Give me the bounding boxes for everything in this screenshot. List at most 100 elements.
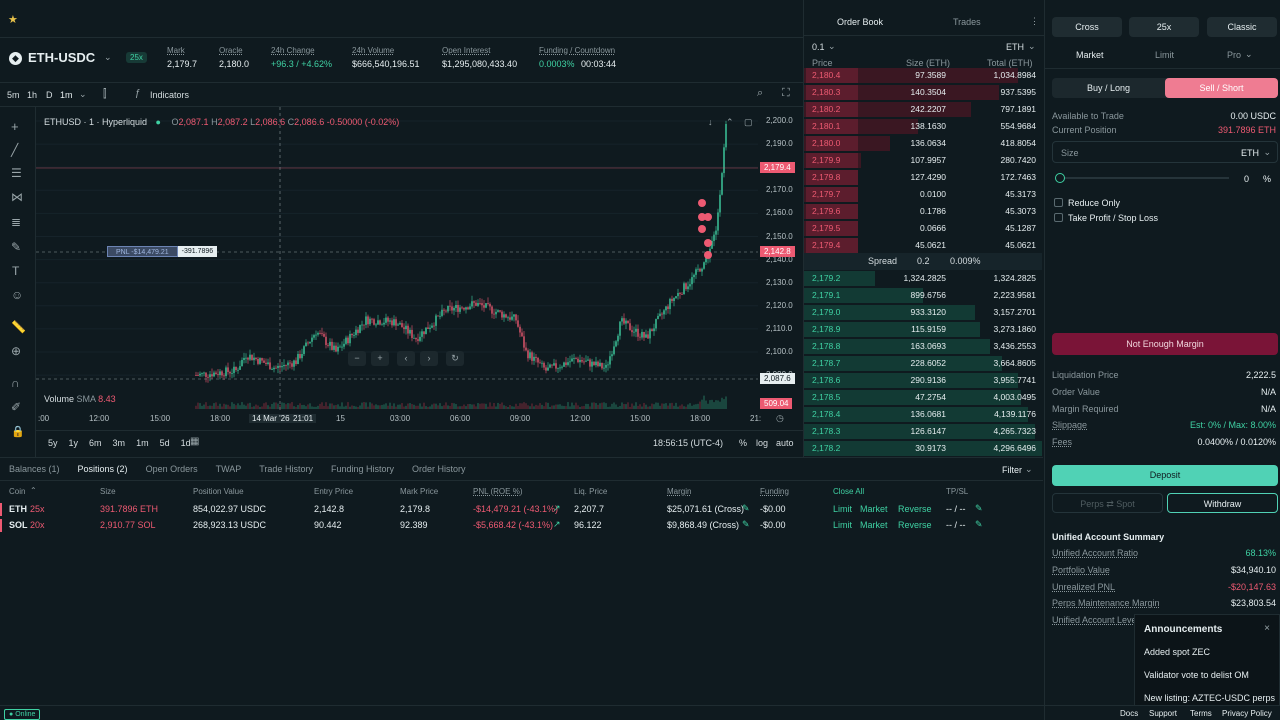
reset-chart-button[interactable]: ↻ (446, 351, 464, 366)
price-axis[interactable]: 2,200.02,190.02,180.02,170.02,160.02,150… (758, 107, 803, 412)
crosshair-icon[interactable]: + (11, 119, 19, 134)
chevron-down-icon[interactable]: ⌄ (79, 89, 87, 99)
tab-order-book[interactable]: Order Book (837, 17, 884, 27)
position-coin[interactable]: SOL (9, 520, 28, 530)
bid-row[interactable]: 2,178.8 163.0693 3,436.2553 (804, 338, 1042, 355)
announcement-item[interactable]: Validator vote to delist OM (1144, 670, 1249, 680)
reverse-button[interactable]: Reverse (898, 504, 932, 514)
brush-icon[interactable]: ✎ (11, 240, 22, 254)
reduce-only-checkbox[interactable] (1054, 198, 1063, 207)
close-limit-button[interactable]: Limit (833, 520, 853, 530)
ask-row[interactable]: 2,180.3 140.3504 937.5395 (804, 84, 1042, 101)
scroll-down-icon[interactable]: ↓ (708, 117, 713, 127)
slider-handle[interactable] (1055, 173, 1065, 183)
positions-tab[interactable]: Balances (1) (9, 464, 60, 474)
ask-row[interactable]: 2,179.9 107.9957 280.7420 (804, 152, 1042, 169)
ask-row[interactable]: 2,180.2 242.2207 797.1891 (804, 101, 1042, 118)
time-axis[interactable]: :00 12:00 15:00 18:00 14 Mar '26 21:01 15 03:00… (36, 410, 803, 430)
close-limit-button[interactable]: Limit (833, 504, 853, 514)
tab-limit[interactable]: Limit (1155, 50, 1175, 60)
position-coin[interactable]: ETH (9, 504, 27, 514)
deposit-button[interactable]: Deposit (1052, 465, 1278, 486)
more-icon[interactable]: ⋮ (1030, 16, 1039, 26)
chevron-down-icon[interactable]: ⌄ (1263, 147, 1271, 157)
magnet-icon[interactable]: ∩ (11, 376, 20, 390)
zoom-in-button[interactable]: + (371, 351, 389, 366)
percent-toggle[interactable]: % (739, 438, 748, 448)
filter-button[interactable]: Filter (1002, 465, 1022, 475)
positions-tab[interactable]: Funding History (330, 464, 394, 474)
position-row[interactable]: SOL 20x 2,910.77 SOL 268,923.13 USDC 90.442 9… (0, 518, 1043, 533)
margin-mode-button[interactable]: Cross (1052, 17, 1122, 37)
bid-row[interactable]: 2,179.1 899.6756 2,223.9581 (804, 287, 1042, 304)
slider-percent-value[interactable]: 0 (1244, 174, 1250, 184)
close-market-button[interactable]: Market (860, 504, 888, 514)
share-icon[interactable]: ↗ (553, 503, 561, 513)
bid-row[interactable]: 2,178.9 115.9159 3,273.1860 (804, 321, 1042, 338)
announcement-item[interactable]: New listing: AZTEC-USDC perps (1144, 693, 1276, 703)
auto-toggle[interactable]: auto (776, 438, 794, 448)
pencil-lock-icon[interactable]: ✐ (11, 400, 22, 414)
chevron-down-icon[interactable]: ⌄ (104, 52, 112, 62)
settings-icon[interactable]: ▢ (744, 117, 753, 127)
range-3m[interactable]: 3m (112, 438, 126, 448)
share-icon[interactable]: ↗ (553, 519, 561, 529)
horizontal-lines-icon[interactable]: ☰ (11, 166, 22, 180)
date-range-icon[interactable]: ▦ (190, 436, 200, 447)
scroll-left-button[interactable]: ‹ (397, 351, 415, 366)
positions-tab[interactable]: Trade History (259, 464, 313, 474)
edit-margin-icon[interactable]: ✎ (742, 503, 750, 513)
footer-link-support[interactable]: Support (1149, 709, 1178, 718)
price-chart[interactable]: ETHUSD · 1 · Hyperliquid ● O2,087.1 H2,0… (36, 107, 758, 432)
submit-order-button[interactable]: Not Enough Margin (1052, 333, 1278, 355)
tab-market[interactable]: Market (1076, 50, 1104, 60)
close-market-button[interactable]: Market (860, 520, 888, 530)
size-slider[interactable] (1055, 173, 1229, 183)
bid-row[interactable]: 2,178.5 47.2754 4,003.0495 (804, 389, 1042, 406)
chevron-down-icon[interactable]: ⌄ (1025, 464, 1033, 474)
position-row[interactable]: ETH 25x 391.7896 ETH 854,022.97 USDC 2,142.8… (0, 502, 1043, 517)
buy-long-button[interactable]: Buy / Long (1086, 83, 1131, 93)
zoom-icon[interactable]: ⌕ (757, 87, 764, 99)
ruler-icon[interactable]: 📏 (11, 320, 26, 334)
indicators-icon[interactable]: ƒ (135, 88, 141, 99)
bid-row[interactable]: 2,178.7 228.6052 3,664.8605 (804, 355, 1042, 372)
interval-5m[interactable]: 5m (7, 90, 20, 100)
withdraw-button[interactable]: Withdraw (1167, 493, 1278, 513)
fib-icon[interactable]: ≣ (11, 215, 22, 229)
footer-link-terms[interactable]: Terms (1190, 709, 1212, 718)
bid-row[interactable]: 2,179.2 1,324.2825 1,324.2825 (804, 270, 1042, 287)
ask-row[interactable]: 2,180.4 97.3589 1,034.8984 (804, 67, 1042, 84)
size-input[interactable]: Size ETH ⌄ (1052, 141, 1278, 163)
edit-margin-icon[interactable]: ✎ (742, 519, 750, 529)
edit-tpsl-icon[interactable]: ✎ (975, 519, 983, 529)
zoom-in-icon[interactable]: ⊕ (11, 344, 22, 358)
size-unit-select[interactable]: ETH (1241, 148, 1259, 158)
positions-tab[interactable]: Open Orders (145, 464, 198, 474)
bid-row[interactable]: 2,178.6 290.9136 3,955.7741 (804, 372, 1042, 389)
sort-up-icon[interactable]: ⌃ (30, 486, 37, 495)
range-5y[interactable]: 5y (48, 438, 58, 448)
collapse-icon[interactable]: ⌃ (726, 117, 734, 127)
market-symbol[interactable]: ETH-USDC (28, 50, 96, 65)
chevron-down-icon[interactable]: ⌄ (828, 41, 836, 51)
ask-row[interactable]: 2,179.7 0.0100 45.3173 (804, 186, 1042, 203)
clock-icon[interactable]: ◷ (776, 413, 784, 423)
perps-spot-button[interactable]: Perps ⇄ Spot (1052, 493, 1163, 513)
mode-button[interactable]: Classic (1207, 17, 1277, 37)
positions-tab[interactable]: Positions (2) (68, 458, 137, 481)
fullscreen-icon[interactable]: ⛶ (782, 87, 790, 99)
ask-row[interactable]: 2,179.6 0.1786 45.3073 (804, 203, 1042, 220)
tick-size-select[interactable]: 0.1 (812, 42, 825, 52)
footer-link-privacy[interactable]: Privacy Policy (1222, 709, 1272, 718)
leverage-button[interactable]: 25x (1129, 17, 1199, 37)
positions-tab[interactable]: TWAP (215, 464, 242, 474)
edit-tpsl-icon[interactable]: ✎ (975, 503, 983, 513)
trendline-icon[interactable]: ╱ (11, 143, 19, 157)
tab-pro[interactable]: Pro (1227, 50, 1242, 60)
close-icon[interactable]: × (1264, 623, 1270, 634)
pitchfork-icon[interactable]: ⋈ (11, 190, 23, 204)
indicators-button[interactable]: Indicators (150, 90, 190, 100)
bid-row[interactable]: 2,179.0 933.3120 3,157.2701 (804, 304, 1042, 321)
reverse-button[interactable]: Reverse (898, 520, 932, 530)
